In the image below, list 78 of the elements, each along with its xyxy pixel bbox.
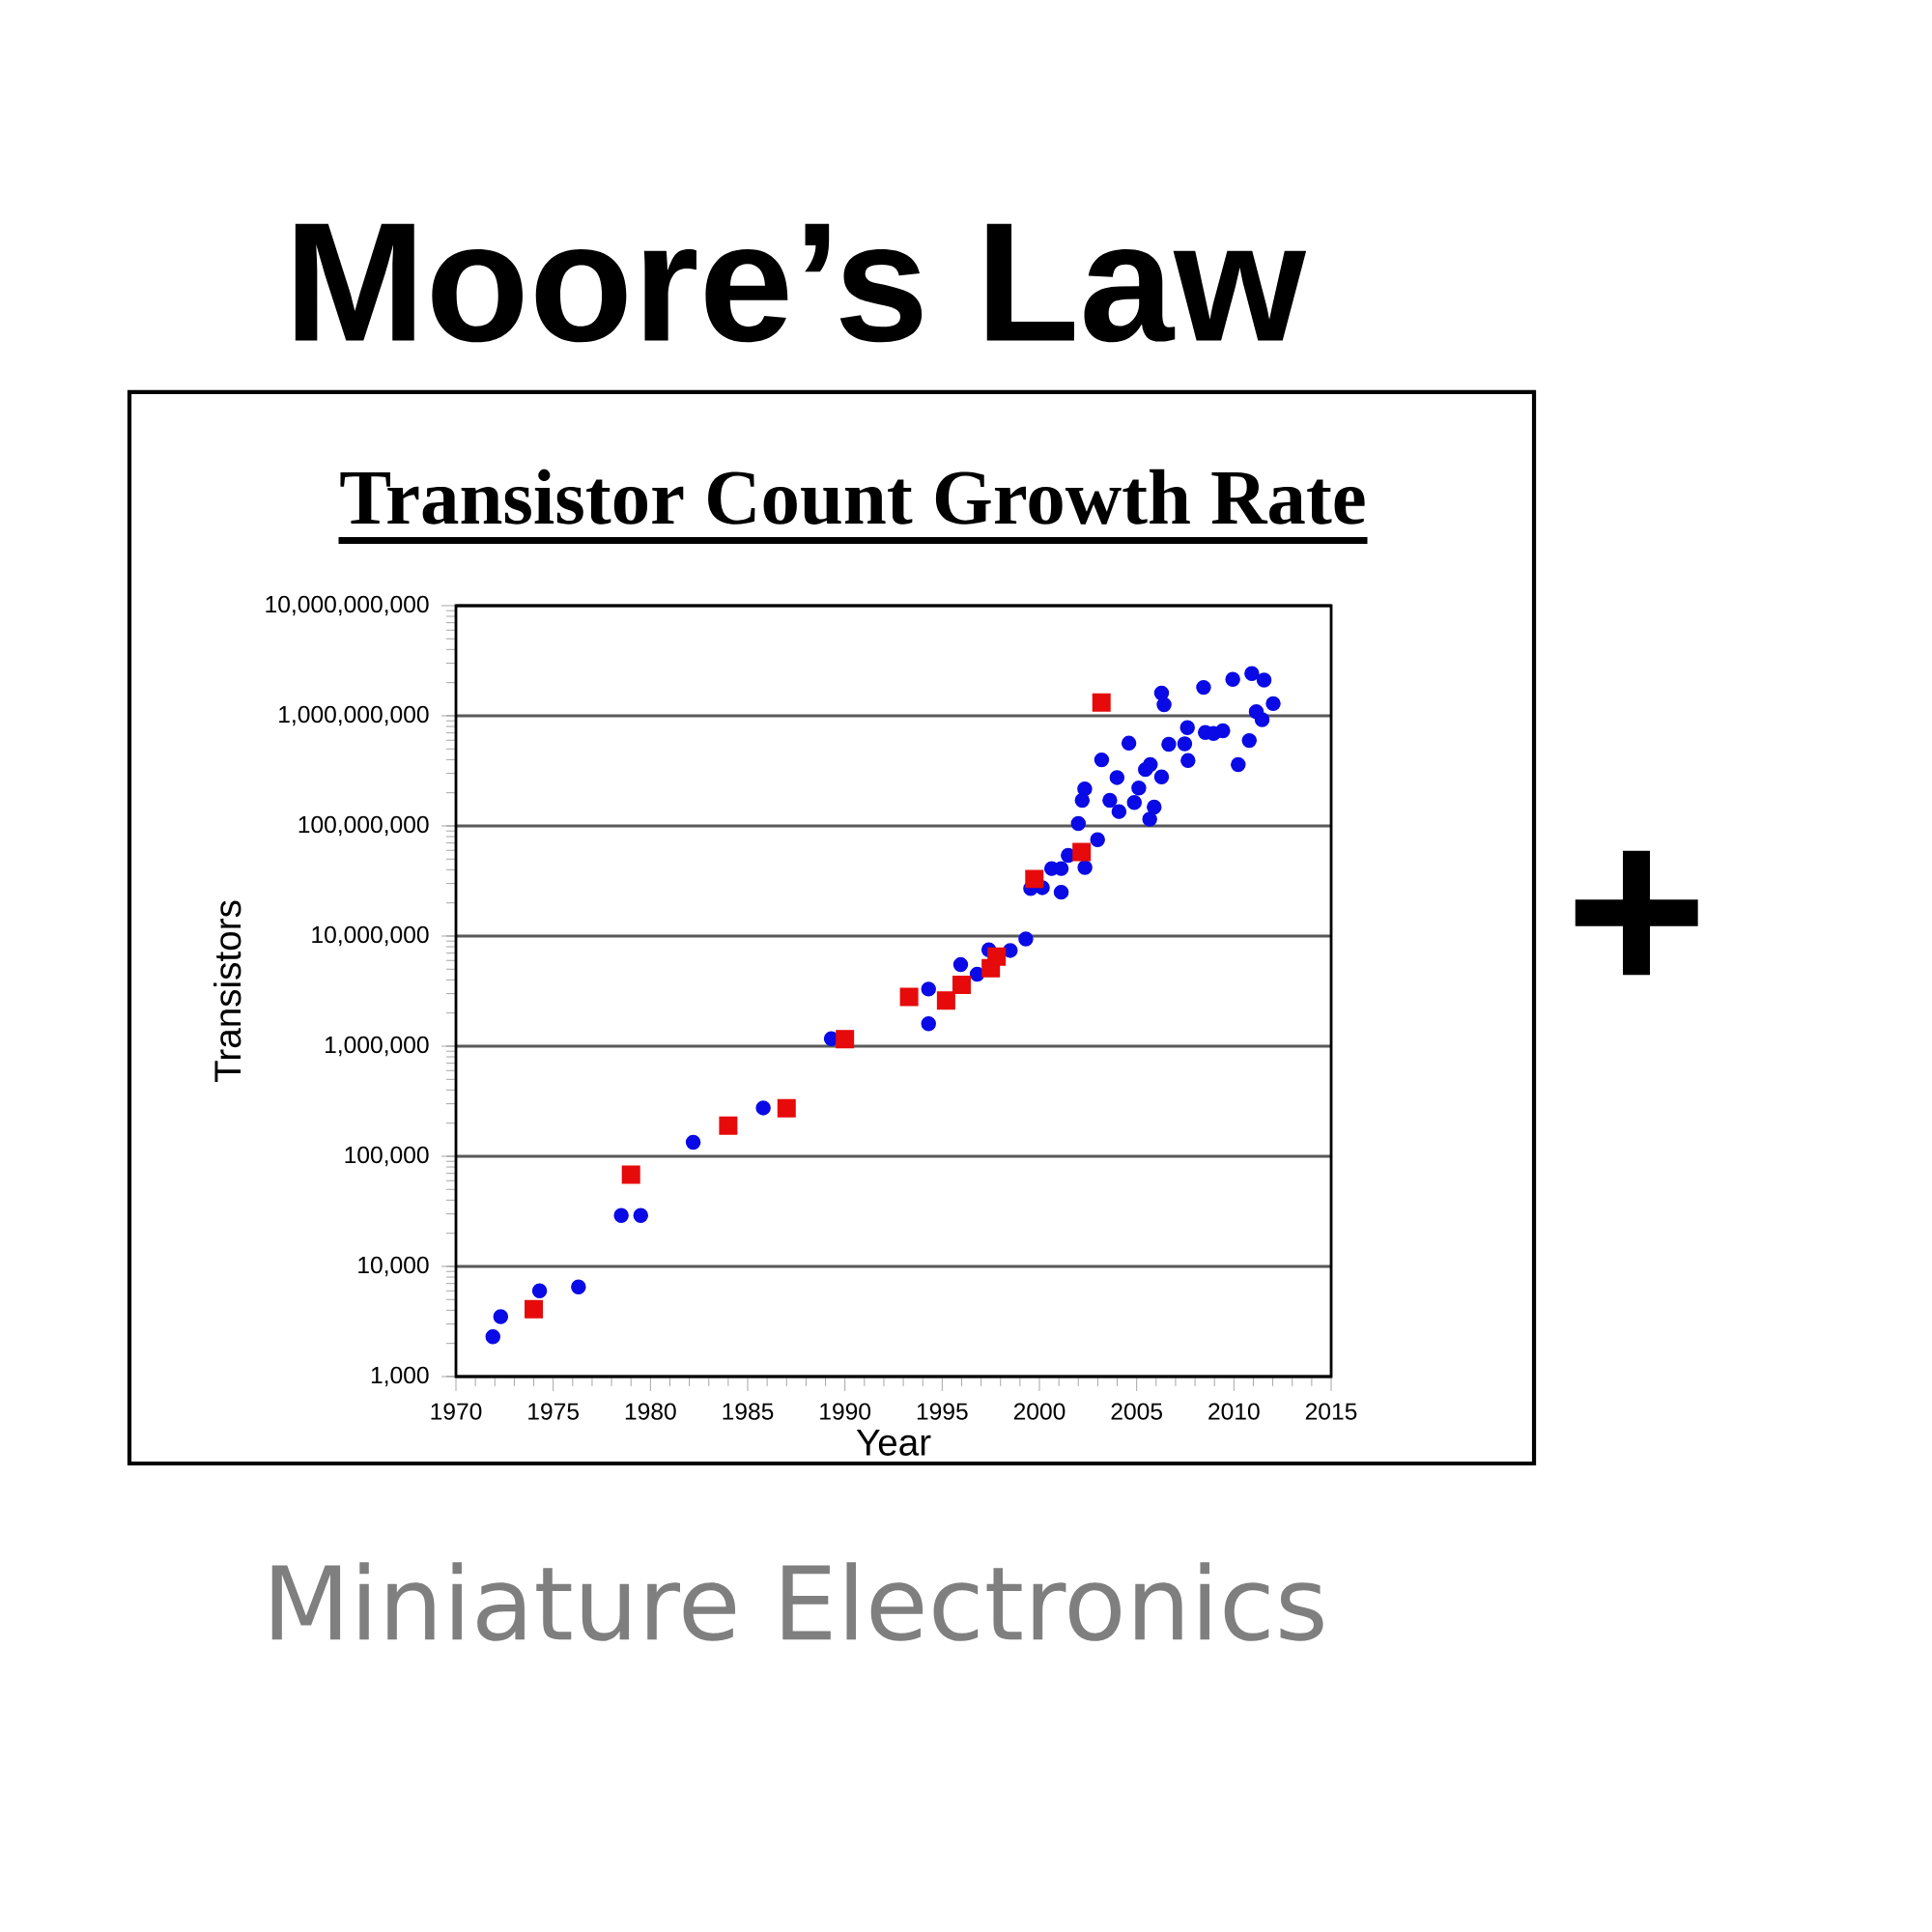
point: [777, 1098, 796, 1118]
point: [1142, 811, 1157, 827]
text: +: [1575, 850, 1698, 976]
y-tick-label: 10,000: [358, 1256, 429, 1277]
y-tick-label: 1,000,000: [326, 1036, 429, 1057]
point: [1092, 693, 1111, 712]
x-tick-label: 1990: [820, 1403, 871, 1420]
point: [1265, 696, 1281, 712]
point: [1156, 696, 1172, 713]
point: [936, 991, 955, 1010]
point: [1126, 795, 1142, 810]
point: [531, 1283, 548, 1299]
point: [1121, 735, 1137, 752]
x-tick-label: 1985: [723, 1403, 774, 1420]
point: [1102, 792, 1118, 809]
point: [719, 1116, 738, 1135]
point: [1094, 752, 1110, 768]
point: [685, 1134, 701, 1151]
point: [1090, 832, 1105, 847]
point: [1070, 815, 1087, 832]
point: [1254, 712, 1270, 727]
point: [1225, 671, 1240, 688]
chart-title: Moore’s Law: [295, 223, 1307, 343]
point: [1077, 781, 1093, 797]
point: [1143, 756, 1158, 773]
point: [921, 981, 936, 997]
point: [485, 1329, 500, 1345]
point: [1231, 756, 1246, 773]
point: [755, 1100, 771, 1116]
x-tick-label: 2010: [1208, 1403, 1260, 1420]
x-tick-label: 1995: [917, 1403, 968, 1420]
point: [952, 956, 969, 973]
x-tick-label: 2015: [1305, 1403, 1357, 1420]
point: [899, 987, 919, 1007]
point: [1215, 723, 1231, 739]
point: [1025, 869, 1044, 889]
point: [1018, 931, 1034, 947]
x-tick-label: 1975: [528, 1403, 579, 1420]
x-tick-label: 2005: [1111, 1403, 1162, 1420]
x-tick-label: 1970: [431, 1403, 482, 1420]
y-tick-label: 1,000,000,000: [279, 705, 429, 726]
point: [1077, 860, 1093, 875]
x-axis-title: Year: [856, 1429, 931, 1456]
point: [621, 1165, 640, 1184]
y-tick-label: 10,000,000: [312, 925, 429, 947]
point: [1109, 770, 1125, 785]
point: [1179, 720, 1195, 736]
point: [493, 1309, 509, 1324]
y-tick-label: 10,000,000,000: [266, 595, 429, 616]
y-axis-title: Transistors: [213, 900, 242, 1082]
point: [1244, 666, 1260, 681]
point: [1053, 884, 1069, 900]
point: [921, 1015, 936, 1032]
point: [952, 976, 971, 995]
chart-subtitle: Transistor Count Growth Rate: [340, 469, 1365, 525]
x-tick-label: 1980: [625, 1403, 676, 1420]
point: [571, 1279, 586, 1295]
point: [1111, 804, 1127, 819]
point: [613, 1208, 629, 1224]
point: [987, 947, 1007, 966]
point: [1256, 672, 1272, 688]
x-tick-label: 2000: [1013, 1403, 1065, 1420]
point: [1161, 736, 1177, 753]
point: [1196, 679, 1211, 696]
y-tick-label: 100,000,000: [298, 815, 429, 837]
y-tick-label: 1,000: [371, 1366, 429, 1387]
point: [1180, 753, 1196, 769]
point: [633, 1208, 649, 1224]
text: Miniature Electronics: [271, 1562, 1323, 1641]
point: [1147, 799, 1162, 815]
point: [1241, 732, 1257, 749]
point: [525, 1299, 544, 1319]
point: [1131, 780, 1147, 796]
point: [1177, 736, 1193, 752]
y-tick-label: 100,000: [345, 1146, 429, 1167]
point: [1153, 769, 1170, 784]
point: [836, 1030, 855, 1049]
point: [1072, 842, 1092, 862]
